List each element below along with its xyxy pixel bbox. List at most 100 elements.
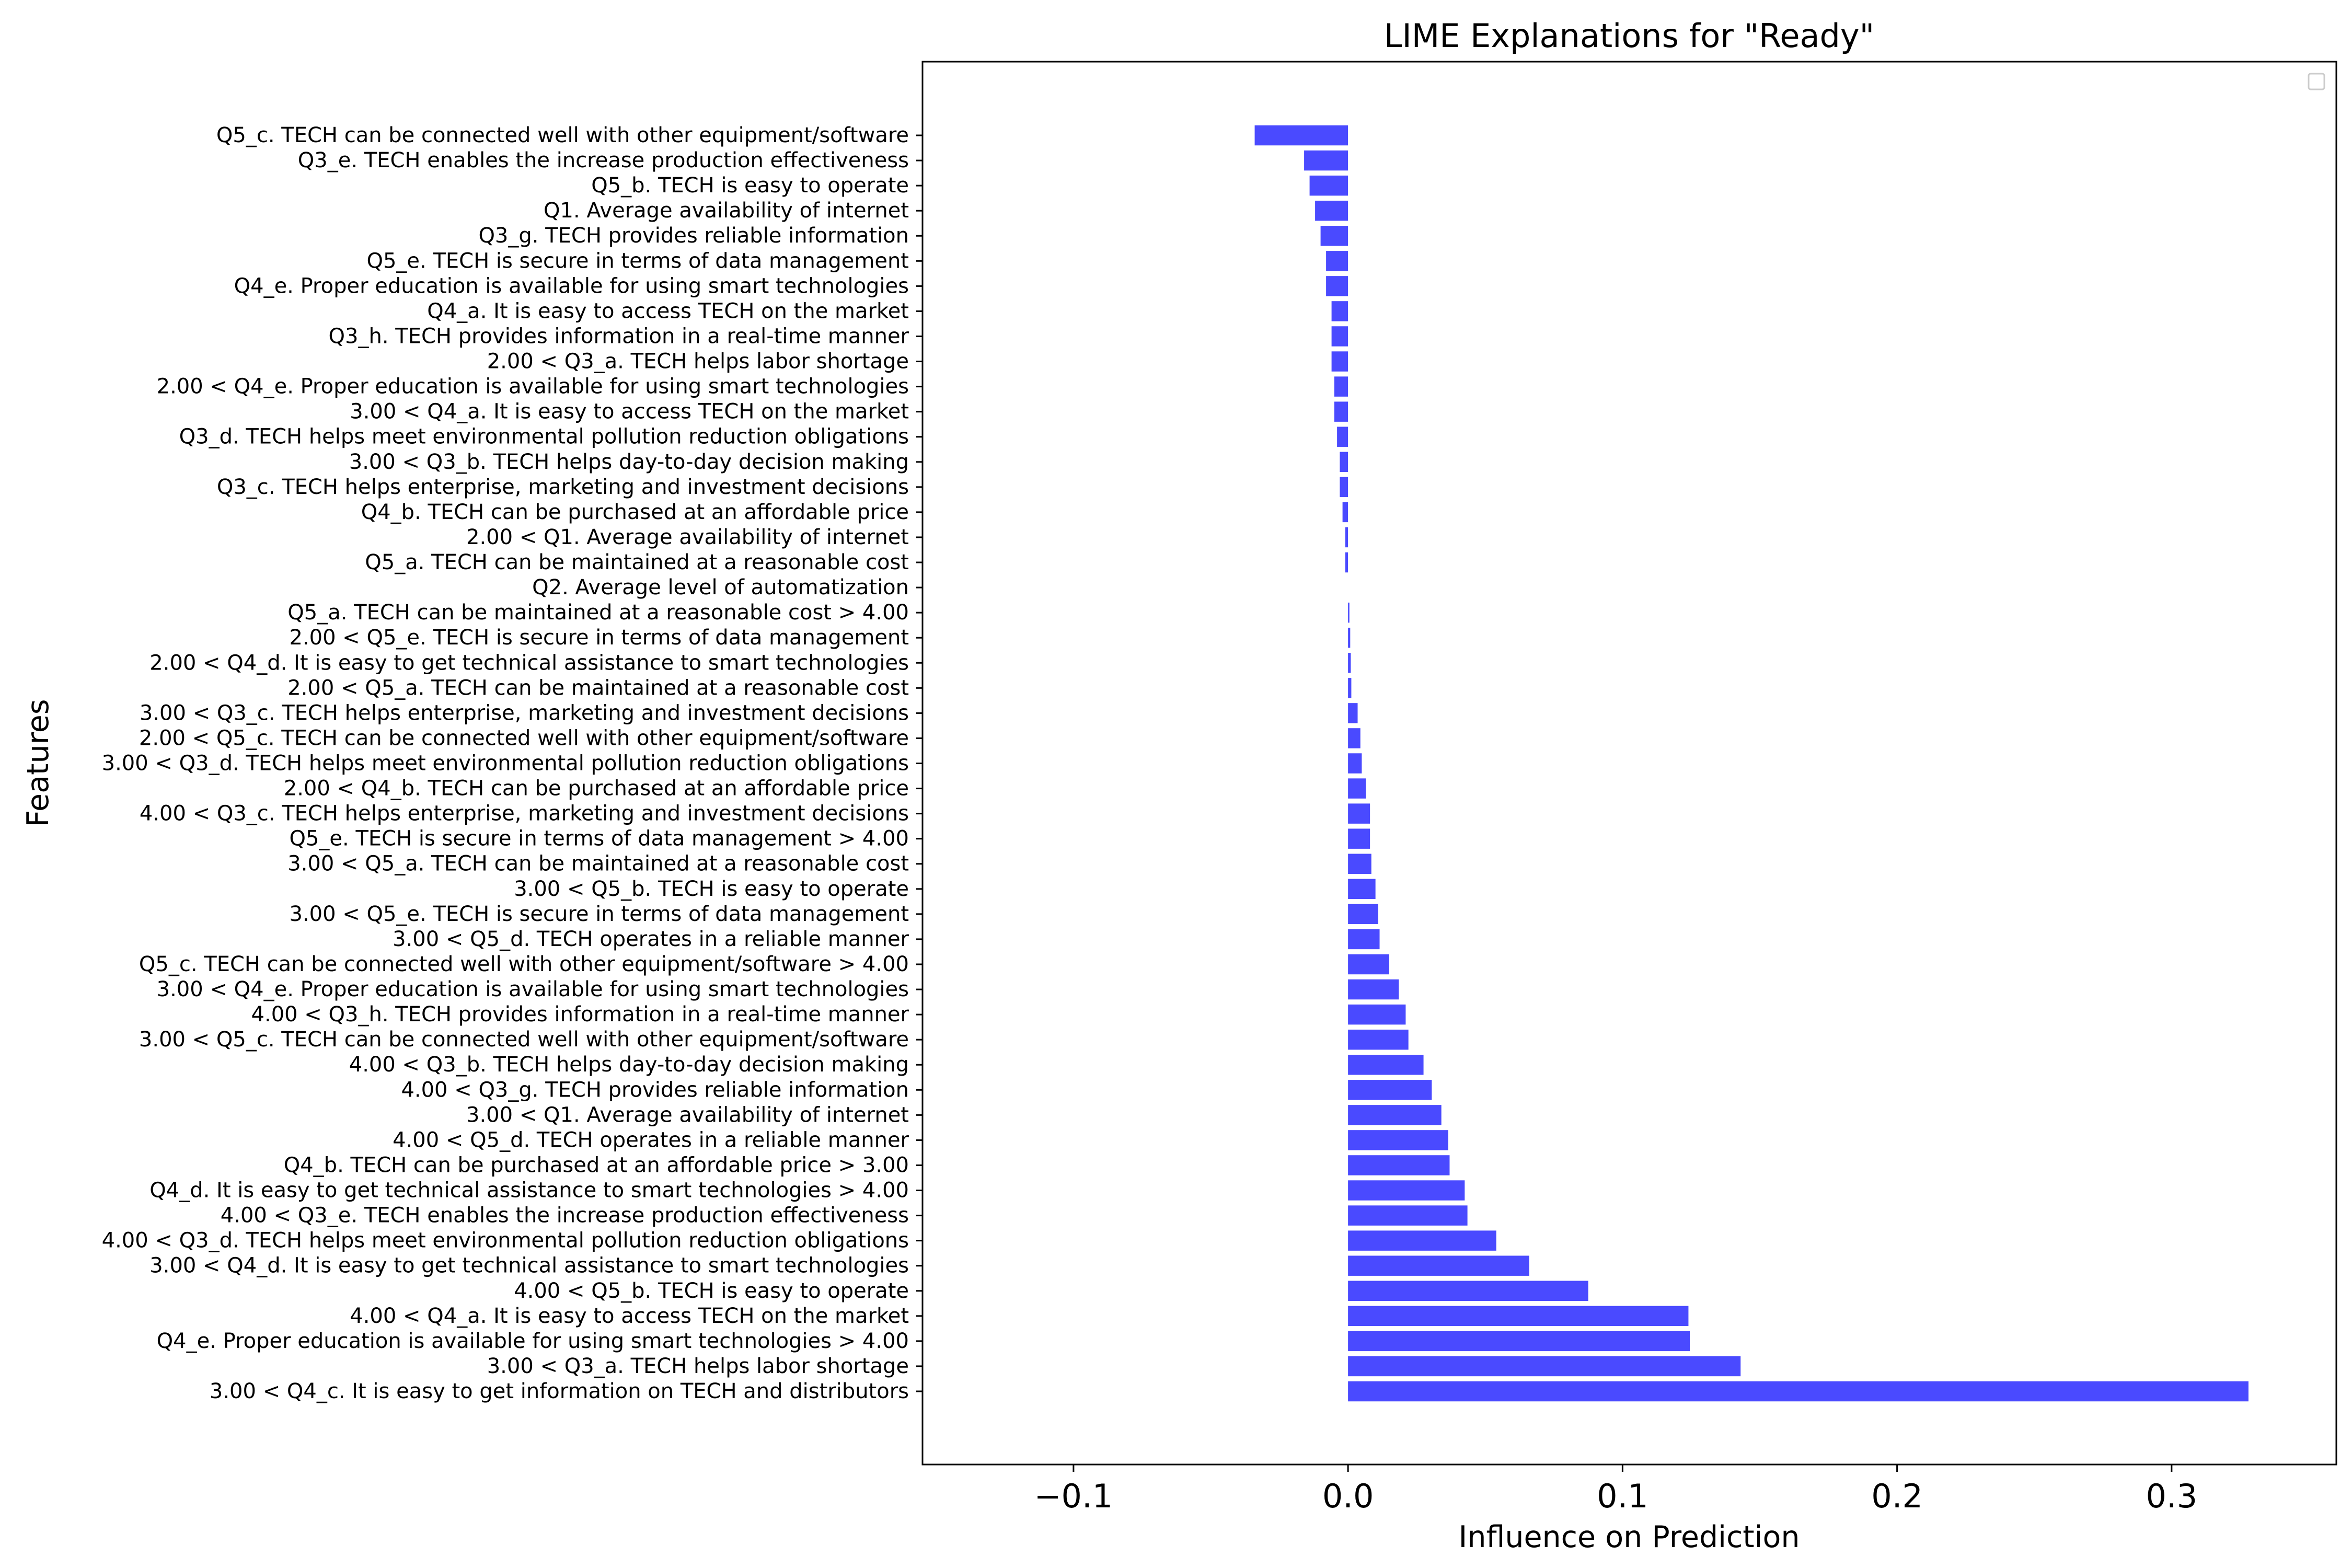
y-tick-label: Q4_e. Proper education is available for … <box>234 274 909 298</box>
y-tick-label: 4.00 < Q3_b. TECH helps day-to-day decis… <box>349 1053 909 1077</box>
y-tick-label: 3.00 < Q5_e. TECH is secure in terms of … <box>289 902 909 926</box>
bar <box>1348 1029 1409 1050</box>
y-tick-label: 2.00 < Q3_a. TECH helps labor shortage <box>487 350 909 374</box>
x-ticks: −0.1 0.0 0.1 0.2 0.3 <box>1034 1465 2198 1515</box>
y-tick-label: Q5_e. TECH is secure in terms of data ma… <box>289 827 909 851</box>
bar <box>1348 1356 1741 1377</box>
y-tick-label: Q4_e. Proper education is available for … <box>157 1329 909 1353</box>
bar <box>1348 854 1371 874</box>
x-tick-label: 0.3 <box>2146 1477 2198 1515</box>
y-tick-label: 4.00 < Q3_e. TECH enables the increase p… <box>221 1204 909 1228</box>
bar <box>1348 602 1350 623</box>
y-tick-label: Q4_d. It is easy to get technical assist… <box>149 1179 909 1203</box>
bar <box>1345 527 1348 548</box>
y-axis-label: Features <box>21 699 55 827</box>
y-tick-label: Q5_e. TECH is secure in terms of data ma… <box>366 249 909 273</box>
bar <box>1348 929 1380 950</box>
y-tick-label: 2.00 < Q4_d. It is easy to get technical… <box>149 651 909 675</box>
bar <box>1331 301 1348 321</box>
bar <box>1348 1255 1529 1276</box>
y-tick-label: 4.00 < Q3_d. TECH helps meet environment… <box>102 1229 909 1253</box>
bar <box>1348 1180 1465 1201</box>
bar <box>1348 1155 1450 1175</box>
y-tick-label: 2.00 < Q5_c. TECH can be connected well … <box>139 726 909 750</box>
bar <box>1304 150 1348 171</box>
bar <box>1348 1205 1468 1226</box>
y-tick-label: 2.00 < Q1. Average availability of inter… <box>466 525 909 549</box>
bar <box>1348 1281 1588 1301</box>
bar <box>1326 251 1348 271</box>
bar <box>1340 452 1348 472</box>
bar <box>1348 954 1389 975</box>
bar <box>1348 703 1358 723</box>
y-tick-label: 3.00 < Q5_d. TECH operates in a reliable… <box>393 927 909 951</box>
bar <box>1348 1381 2249 1402</box>
bar <box>1334 401 1348 422</box>
bar <box>1348 728 1361 748</box>
bar <box>1345 552 1348 573</box>
chart-title: LIME Explanations for "Ready" <box>1384 17 1874 55</box>
y-tick-label: Q3_d. TECH helps meet environmental poll… <box>179 425 909 449</box>
y-tick-label: 3.00 < Q3_a. TECH helps labor shortage <box>487 1354 909 1378</box>
y-tick-label: 4.00 < Q4_a. It is easy to access TECH o… <box>350 1304 909 1328</box>
bar <box>1348 627 1351 648</box>
y-tick-label: 4.00 < Q3_h. TECH provides information i… <box>251 1002 909 1027</box>
bar <box>1348 1331 1690 1352</box>
y-tick-label: 3.00 < Q3_d. TECH helps meet environment… <box>102 752 909 776</box>
bar <box>1315 200 1348 221</box>
y-tick-label: Q5_c. TECH can be connected well with ot… <box>139 952 909 976</box>
y-tick-label: Q4_b. TECH can be purchased at an afford… <box>284 1153 909 1177</box>
y-tick-labels: Q5_c. TECH can be connected well with ot… <box>102 123 923 1403</box>
bar <box>1326 276 1348 296</box>
x-axis-label: Influence on Prediction <box>1459 1520 1800 1554</box>
bar <box>1309 175 1348 196</box>
bar <box>1348 879 1376 900</box>
y-tick-label: 3.00 < Q5_c. TECH can be connected well … <box>139 1028 909 1052</box>
legend-box <box>2308 73 2325 90</box>
y-tick-label: 3.00 < Q3_c. TECH helps enterprise, mark… <box>140 701 909 725</box>
y-tick-label: 3.00 < Q4_e. Proper education is availab… <box>157 977 909 1001</box>
y-tick-label: Q5_a. TECH can be maintained at a reason… <box>365 550 909 574</box>
plot-area-frame <box>921 61 2337 1466</box>
bar <box>1334 376 1348 397</box>
y-tick-label: 4.00 < Q3_g. TECH provides reliable info… <box>401 1078 909 1102</box>
bar <box>1348 753 1362 774</box>
y-tick-label: Q3_h. TECH provides information in a rea… <box>329 324 909 348</box>
bar <box>1348 803 1370 824</box>
bar <box>1348 1054 1424 1075</box>
y-tick-label: Q3_c. TECH helps enterprise, marketing a… <box>217 475 909 499</box>
y-tick-label: 3.00 < Q4_a. It is easy to access TECH o… <box>350 400 909 424</box>
bar <box>1348 778 1366 799</box>
x-tick-label: 0.2 <box>1871 1477 1923 1515</box>
bar <box>1348 1105 1442 1125</box>
y-tick-label: 3.00 < Q4_c. It is easy to get informati… <box>210 1379 909 1403</box>
bar <box>1348 904 1378 925</box>
y-tick-label: 2.00 < Q4_b. TECH can be purchased at an… <box>284 777 909 801</box>
bar <box>1348 1230 1496 1251</box>
bar <box>1320 226 1348 246</box>
bar <box>1348 1306 1689 1327</box>
y-tick-label: 4.00 < Q3_c. TECH helps enterprise, mark… <box>140 802 909 826</box>
bar <box>1348 979 1399 1000</box>
bar <box>1331 351 1348 372</box>
bar <box>1348 1004 1406 1025</box>
y-tick-label: 3.00 < Q5_b. TECH is easy to operate <box>514 877 909 901</box>
y-tick-label: 2.00 < Q5_e. TECH is secure in terms of … <box>289 626 909 650</box>
y-tick-label: Q4_a. It is easy to access TECH on the m… <box>427 299 909 323</box>
bar <box>1348 653 1351 673</box>
y-tick-label: 2.00 < Q4_e. Proper education is availab… <box>157 375 909 399</box>
y-tick-label: 2.00 < Q5_a. TECH can be maintained at a… <box>287 676 909 700</box>
bar <box>1337 426 1348 447</box>
y-tick-label: Q5_a. TECH can be maintained at a reason… <box>287 601 909 625</box>
bars-group <box>1254 125 2249 1402</box>
bar <box>1342 502 1348 523</box>
y-tick-label: 3.00 < Q4_d. It is easy to get technical… <box>149 1254 909 1278</box>
x-tick-label: 0.1 <box>1597 1477 1648 1515</box>
y-tick-label: 3.00 < Q3_b. TECH helps day-to-day decis… <box>349 450 909 474</box>
bar <box>1348 1080 1432 1100</box>
y-tick-label: Q5_b. TECH is easy to operate <box>591 174 909 198</box>
x-tick-label: −0.1 <box>1034 1477 1113 1515</box>
y-tick-label: 4.00 < Q5_d. TECH operates in a reliable… <box>393 1128 909 1152</box>
